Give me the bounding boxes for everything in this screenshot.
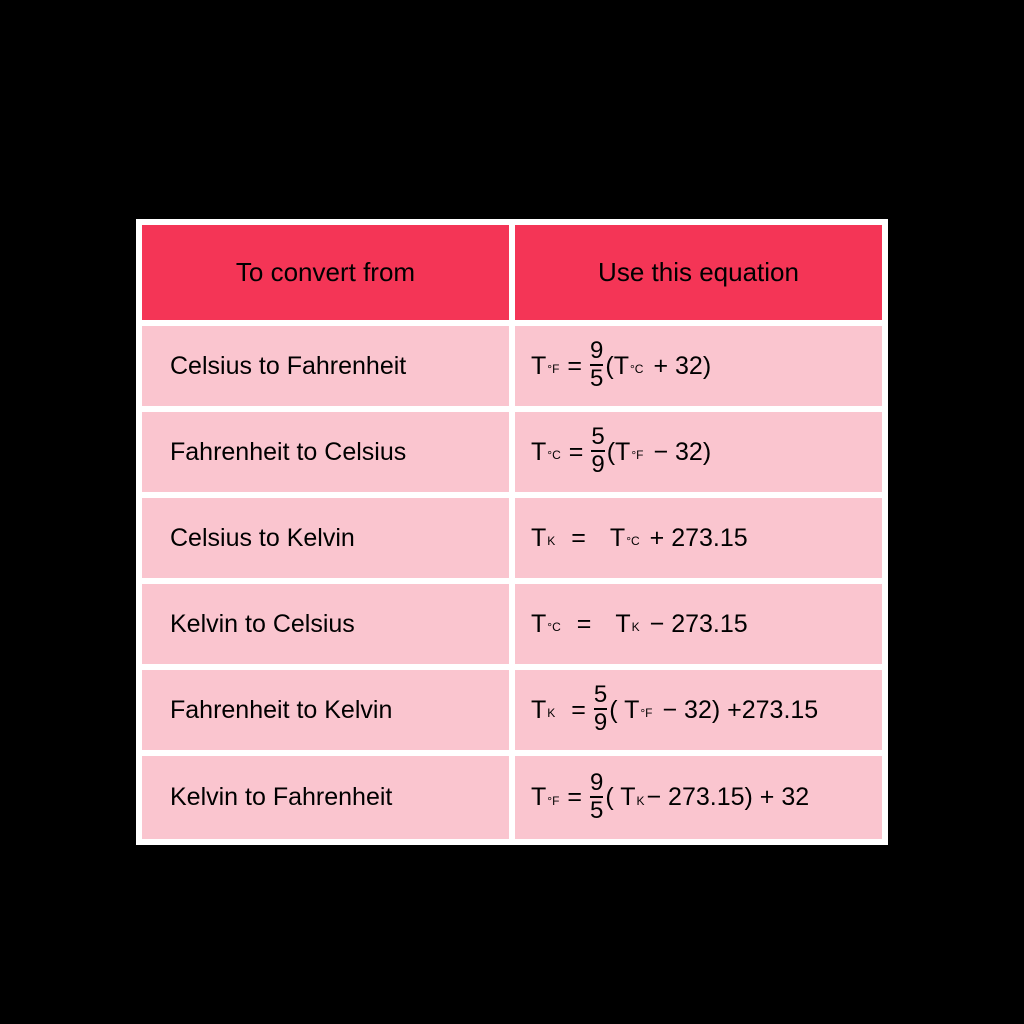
table-row: Kelvin to CelsiusT°C=TK− 273.15 — [142, 581, 882, 667]
conversion-from: Celsius to Fahrenheit — [142, 323, 512, 409]
conversion-from: Fahrenheit to Kelvin — [142, 667, 512, 753]
conversion-from: Kelvin to Fahrenheit — [142, 753, 512, 839]
conversion-equation: TK=T°C+ 273.15 — [512, 495, 882, 581]
table-row: Fahrenheit to CelsiusT°C=59(T°F− 32) — [142, 409, 882, 495]
header-from: To convert from — [142, 225, 512, 323]
table-row: Celsius to FahrenheitT°F=95(T°C+ 32) — [142, 323, 882, 409]
conversion-table-frame: To convert from Use this equation Celsiu… — [136, 219, 888, 845]
conversion-equation: T°F=95( TK − 273.15) + 32 — [512, 753, 882, 839]
conversion-table: To convert from Use this equation Celsiu… — [142, 225, 882, 839]
conversion-equation: T°F=95(T°C+ 32) — [512, 323, 882, 409]
table-row: Fahrenheit to KelvinTK=59( T°F− 32) +273… — [142, 667, 882, 753]
conversion-from: Kelvin to Celsius — [142, 581, 512, 667]
conversion-from: Celsius to Kelvin — [142, 495, 512, 581]
table-header-row: To convert from Use this equation — [142, 225, 882, 323]
table-row: Kelvin to FahrenheitT°F=95( TK − 273.15)… — [142, 753, 882, 839]
conversion-equation: T°C=59(T°F− 32) — [512, 409, 882, 495]
conversion-equation: TK=59( T°F− 32) +273.15 — [512, 667, 882, 753]
header-equation: Use this equation — [512, 225, 882, 323]
conversion-equation: T°C=TK− 273.15 — [512, 581, 882, 667]
conversion-from: Fahrenheit to Celsius — [142, 409, 512, 495]
table-body: Celsius to FahrenheitT°F=95(T°C+ 32)Fahr… — [142, 323, 882, 839]
table-row: Celsius to KelvinTK=T°C+ 273.15 — [142, 495, 882, 581]
